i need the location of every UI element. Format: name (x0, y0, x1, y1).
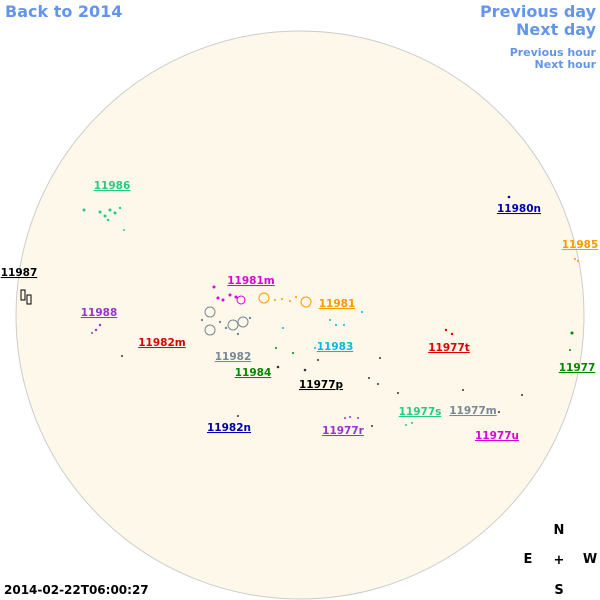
region-label[interactable]: 11977r (322, 425, 365, 437)
timestamp: 2014-02-22T06:00:27 (4, 583, 149, 597)
region-label[interactable]: 11977 (559, 362, 596, 374)
compass-east: E (524, 552, 533, 567)
previous-hour-link[interactable]: Previous hour (510, 46, 597, 59)
region-label[interactable]: 11982m (138, 337, 186, 349)
region-label[interactable]: 11977t (428, 342, 470, 354)
region-label[interactable]: 11981m (227, 275, 275, 287)
region-label[interactable]: 11981 (319, 298, 356, 310)
region-label[interactable]: 11986 (94, 180, 131, 192)
region-label[interactable]: 11980n (497, 203, 541, 215)
region-label[interactable]: 11984 (235, 367, 272, 379)
region-label[interactable]: 11977p (299, 379, 344, 391)
region-label[interactable]: 11985 (562, 239, 599, 251)
region-label[interactable]: 11977s (399, 406, 442, 418)
compass-center: + (554, 553, 565, 568)
region-label[interactable]: 11977m (449, 405, 497, 417)
compass-south: S (554, 583, 563, 598)
compass-west: W (583, 552, 597, 567)
region-label[interactable]: 11987 (1, 267, 38, 279)
sunspots (20, 195, 579, 427)
solar-disk (15, 30, 585, 600)
back-link[interactable]: Back to 2014 (5, 2, 122, 21)
region-label[interactable]: 11982n (207, 422, 251, 434)
region-label[interactable]: 11988 (81, 307, 118, 319)
previous-day-link[interactable]: Previous day (480, 2, 597, 21)
compass-north: N (554, 523, 565, 538)
region-label[interactable]: 11982 (215, 351, 252, 363)
next-hour-link[interactable]: Next hour (535, 58, 597, 71)
region-label[interactable]: 11983 (317, 341, 354, 353)
region-label[interactable]: 11977u (475, 430, 519, 442)
next-day-link[interactable]: Next day (516, 20, 597, 39)
